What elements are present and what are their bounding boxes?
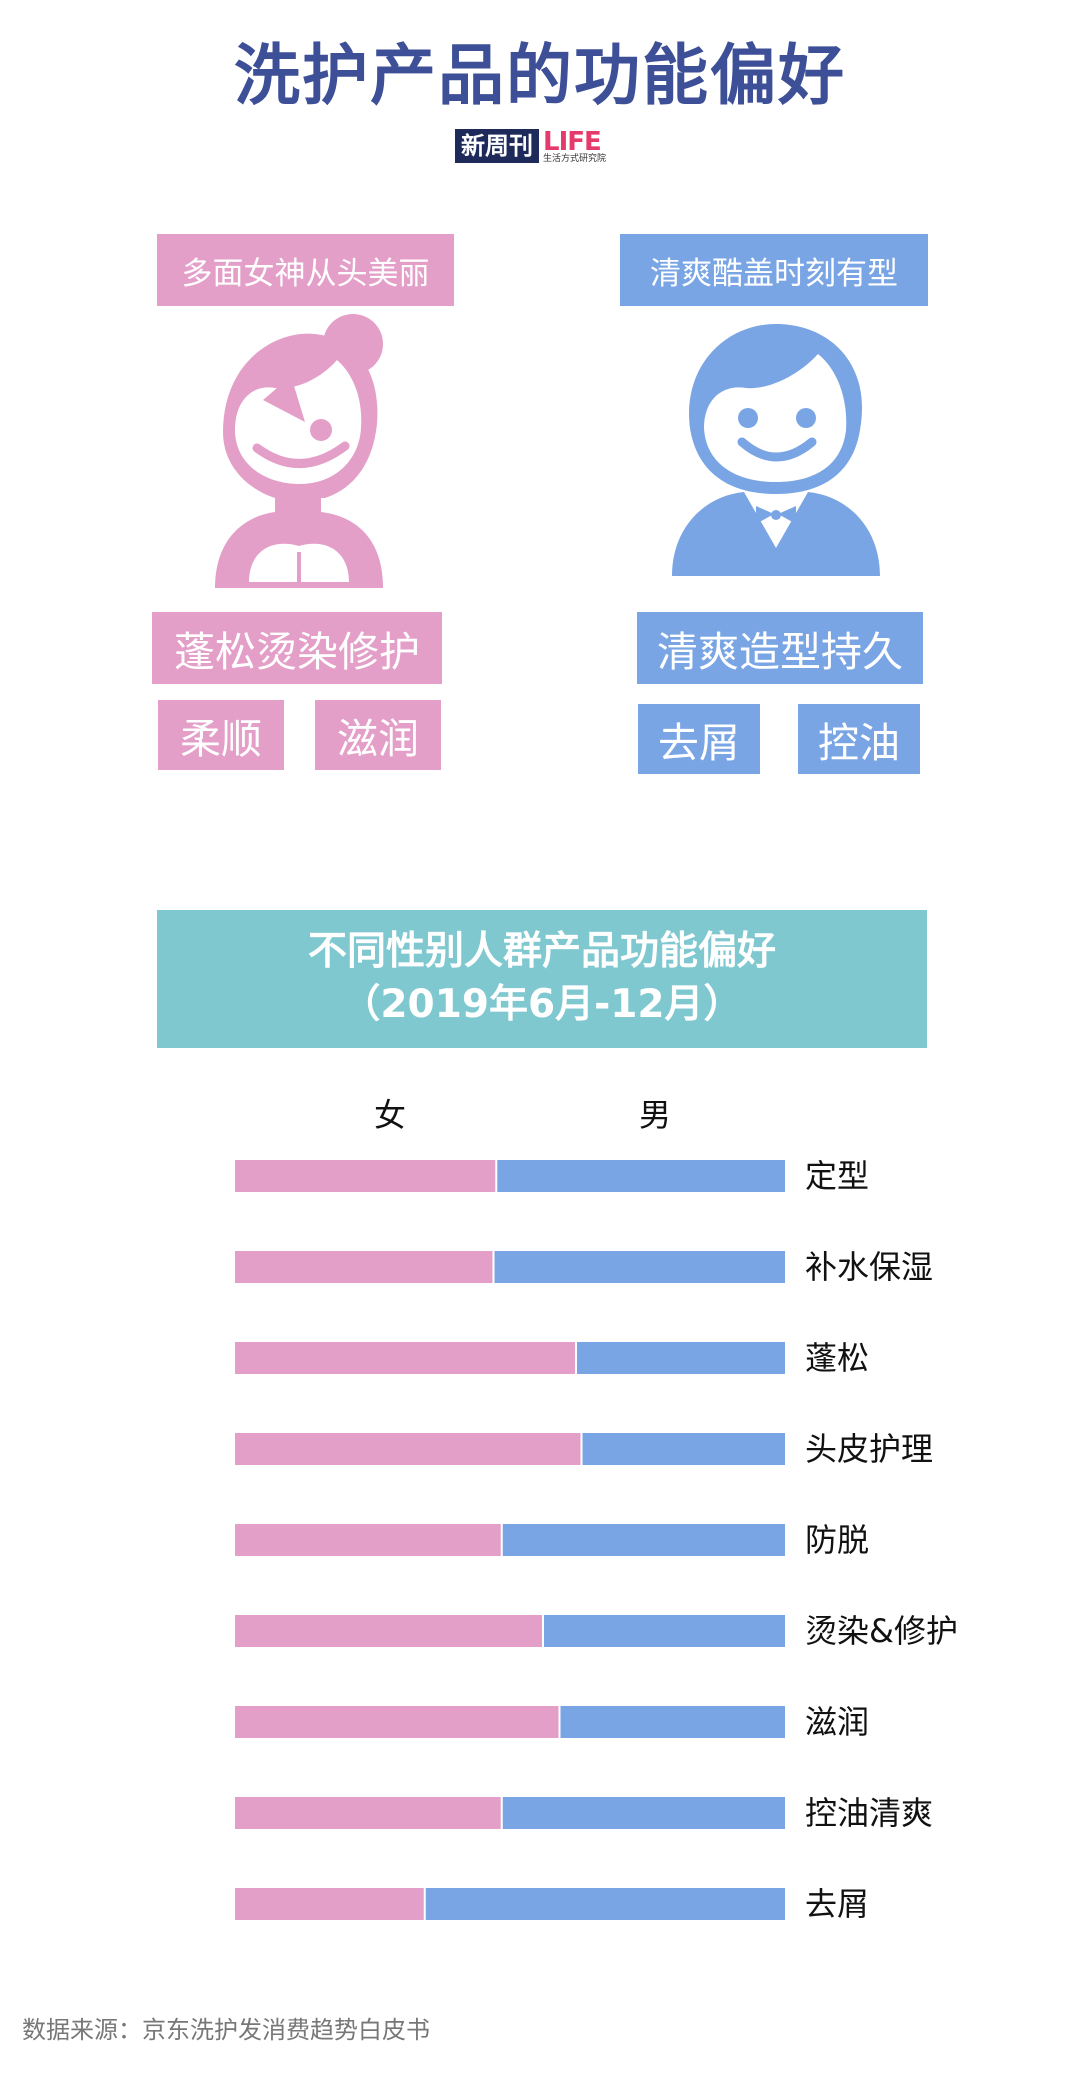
- male-main-tag: 清爽造型持久: [637, 612, 923, 684]
- banner-line1: 不同性别人群产品功能偏好: [307, 929, 776, 975]
- category-label-8: 去屑: [805, 1885, 869, 1923]
- bar-female-4: [235, 1524, 502, 1556]
- female-tag-smooth: 柔顺: [158, 700, 284, 770]
- male-slogan: 清爽酷盖时刻有型: [620, 234, 928, 306]
- category-label-0: 定型: [805, 1157, 869, 1195]
- female-avatar-icon: [215, 314, 383, 588]
- bar-male-7: [501, 1797, 785, 1829]
- logo-life-text: LIFE: [543, 126, 602, 157]
- male-tag-dandruff: 去屑: [638, 704, 760, 774]
- bar-male-3: [581, 1433, 785, 1465]
- bar-female-6: [235, 1706, 560, 1738]
- bar-female-3: [235, 1433, 582, 1465]
- logo-main-text: 新周刊: [455, 129, 539, 163]
- category-label-2: 蓬松: [805, 1339, 869, 1377]
- data-source: 数据来源：京东洗护发消费趋势白皮书: [22, 2016, 430, 2044]
- bar-male-8: [424, 1888, 785, 1920]
- male-tag-oil: 控油: [798, 704, 920, 774]
- bar-female-1: [235, 1251, 494, 1283]
- bar-female-5: [235, 1615, 543, 1647]
- bar-female-8: [235, 1888, 425, 1920]
- page-title: 洗护产品的功能偏好: [234, 37, 846, 114]
- bar-female-7: [235, 1797, 502, 1829]
- bar-male-1: [493, 1251, 785, 1283]
- category-label-1: 补水保湿: [805, 1248, 933, 1286]
- legend-male: 男: [639, 1096, 671, 1134]
- banner-line2: （2019年6月-12月）: [341, 982, 743, 1027]
- female-slogan: 多面女神从头美丽: [157, 234, 454, 306]
- bar-male-0: [496, 1160, 785, 1192]
- category-label-4: 防脱: [805, 1521, 869, 1559]
- chart-title-banner: 不同性别人群产品功能偏好 （2019年6月-12月）: [157, 910, 927, 1048]
- logo-sub-text: 生活方式研究院: [543, 153, 607, 164]
- publisher-logo: 新周刊 LIFE 生活方式研究院: [455, 128, 606, 164]
- bar-male-4: [501, 1524, 785, 1556]
- bar-female-0: [235, 1160, 497, 1192]
- male-avatar-icon: [672, 324, 880, 576]
- bar-male-5: [543, 1615, 785, 1647]
- bar-female-2: [235, 1342, 576, 1374]
- bar-male-6: [559, 1706, 785, 1738]
- category-label-7: 控油清爽: [805, 1794, 933, 1832]
- female-tag-moist: 滋润: [315, 700, 441, 770]
- bar-male-2: [576, 1342, 785, 1374]
- female-main-tag: 蓬松烫染修护: [152, 612, 442, 684]
- legend-female: 女: [374, 1096, 406, 1134]
- category-label-3: 头皮护理: [805, 1430, 933, 1468]
- category-label-5: 烫染&修护: [805, 1612, 958, 1650]
- category-label-6: 滋润: [805, 1703, 869, 1741]
